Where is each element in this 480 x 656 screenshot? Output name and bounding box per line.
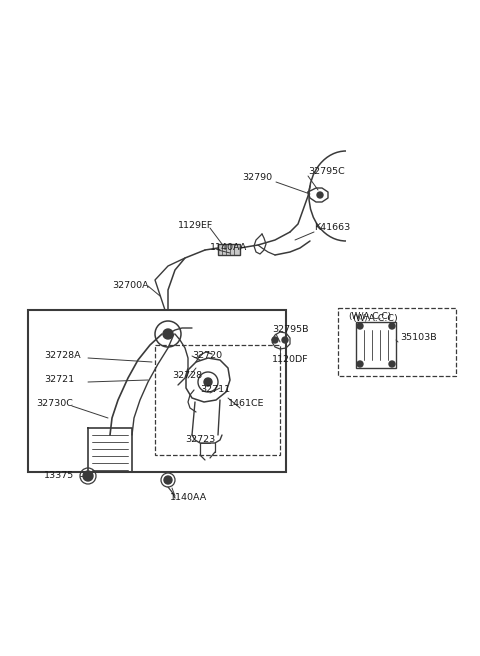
Text: 13375: 13375: [44, 472, 74, 480]
Text: 1140AA: 1140AA: [170, 493, 207, 502]
Circle shape: [164, 476, 172, 484]
Text: 32790: 32790: [242, 173, 272, 182]
Text: 32720: 32720: [192, 352, 222, 361]
Text: 32728: 32728: [172, 371, 202, 380]
Circle shape: [357, 361, 363, 367]
Text: 32700A: 32700A: [112, 281, 149, 289]
Circle shape: [83, 471, 93, 481]
Bar: [356, 322, 396, 368]
Circle shape: [317, 192, 323, 198]
Text: (W/A.C.C): (W/A.C.C): [348, 312, 391, 321]
Text: 35103B: 35103B: [400, 333, 437, 342]
Text: 32795C: 32795C: [308, 167, 345, 176]
Text: 32723: 32723: [185, 436, 215, 445]
Text: 1120DF: 1120DF: [272, 356, 309, 365]
Circle shape: [272, 337, 278, 343]
Text: 32711: 32711: [200, 386, 230, 394]
Circle shape: [163, 329, 173, 339]
Text: (W/A.C.C): (W/A.C.C): [352, 314, 398, 323]
Circle shape: [282, 337, 288, 343]
Circle shape: [357, 323, 363, 329]
Text: K41663: K41663: [314, 224, 350, 232]
Text: 32795B: 32795B: [272, 325, 309, 335]
Bar: [218, 244, 240, 255]
Text: 32730C: 32730C: [36, 400, 73, 409]
Circle shape: [389, 323, 395, 329]
Circle shape: [389, 361, 395, 367]
Circle shape: [204, 378, 212, 386]
Bar: [338, 308, 456, 376]
Text: 1129EF: 1129EF: [178, 220, 213, 230]
Text: 32728A: 32728A: [44, 352, 81, 361]
Text: 1461CE: 1461CE: [228, 400, 264, 409]
Bar: [155, 345, 280, 455]
Text: 1140AA: 1140AA: [210, 243, 247, 253]
Text: 32721: 32721: [44, 375, 74, 384]
Bar: [28, 310, 286, 472]
